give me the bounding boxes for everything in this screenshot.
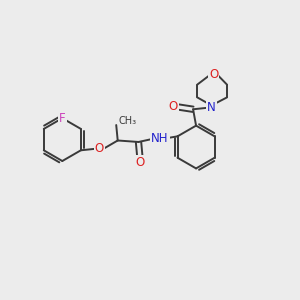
Text: N: N [207,101,216,114]
Text: O: O [169,100,178,113]
Text: CH₃: CH₃ [118,116,137,127]
Text: NH: NH [151,132,169,145]
Text: O: O [209,68,218,81]
Text: O: O [135,156,145,169]
Text: O: O [95,142,104,155]
Text: F: F [59,112,66,125]
